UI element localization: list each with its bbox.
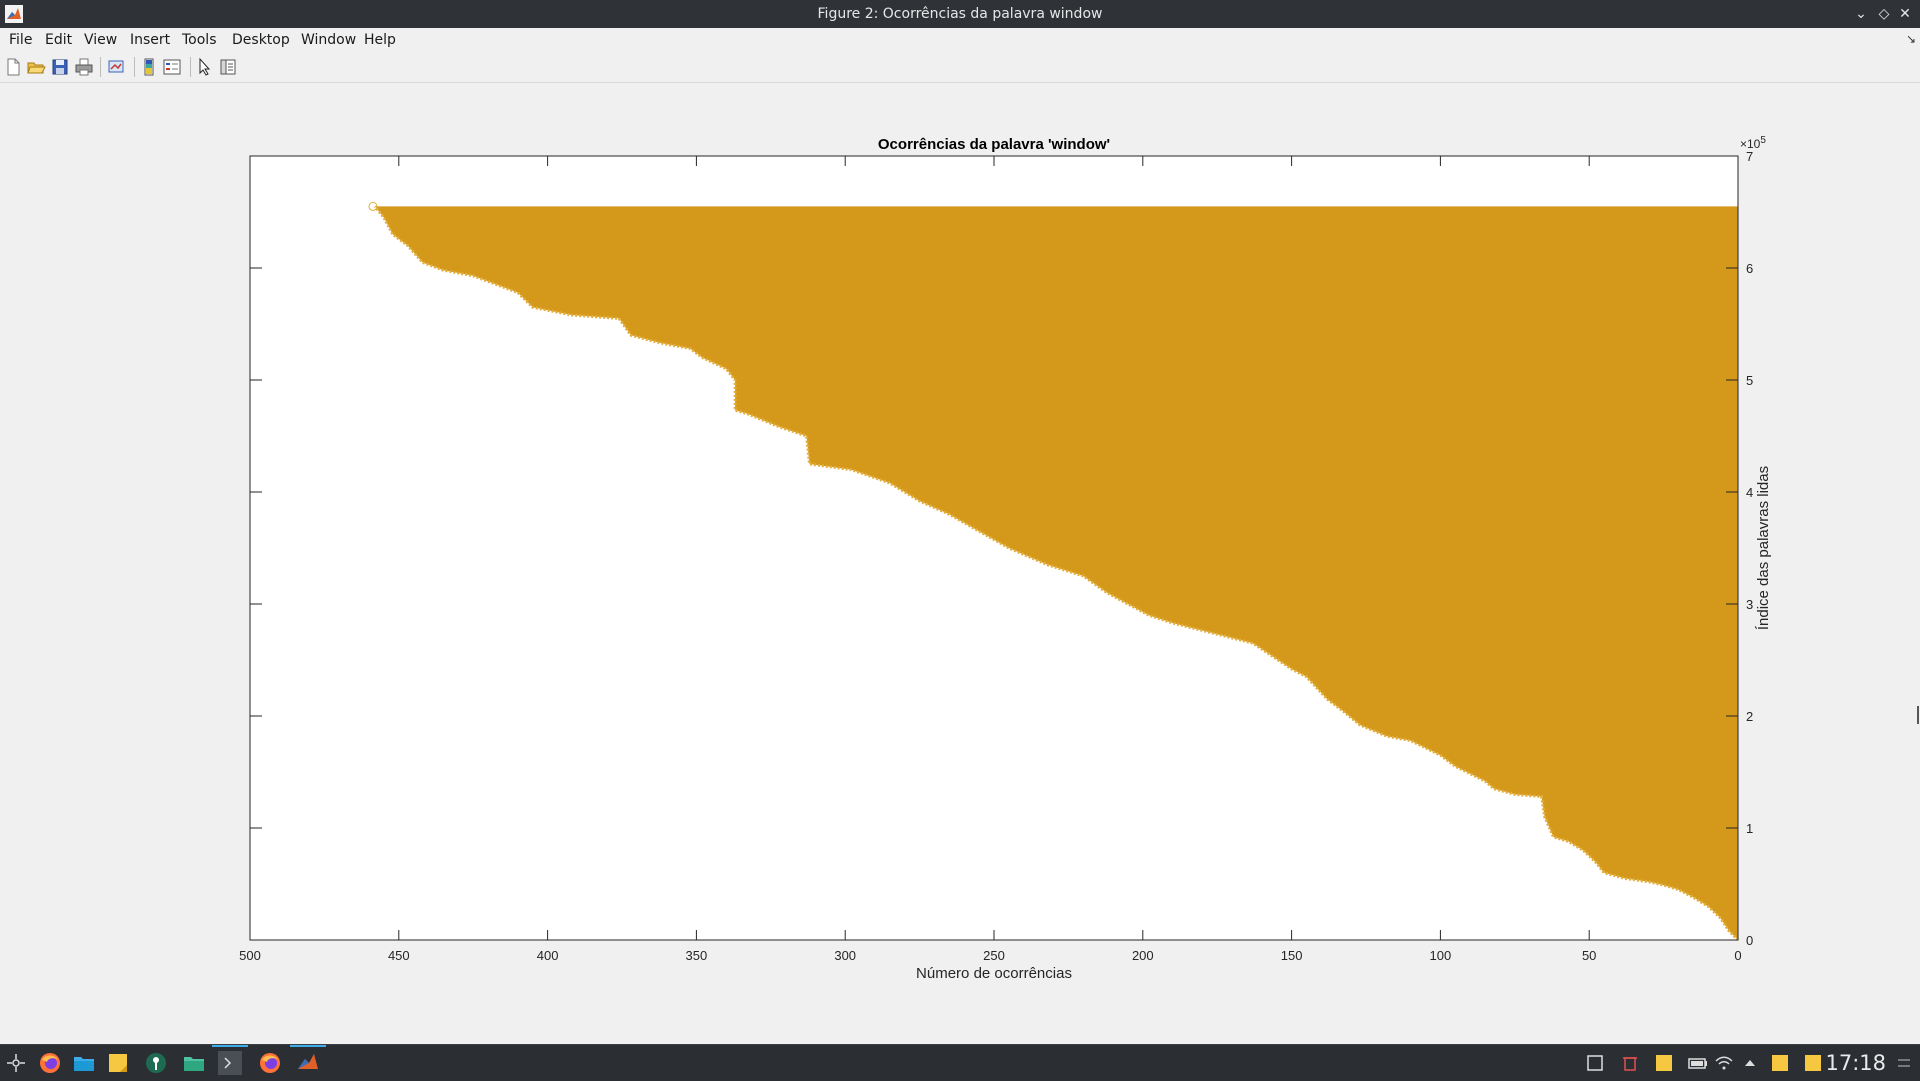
matlab-active-indicator [290,1045,326,1047]
menu-insert[interactable]: Insert [130,32,171,48]
y-tick-label: 5 [1746,373,1753,388]
figure-toolbar [0,52,1920,83]
window-title: Figure 2: Ocorrências da palavra window [817,6,1103,22]
title-bar: Figure 2: Ocorrências da palavra window … [0,0,1920,28]
x-tick-label: 0 [1734,948,1741,963]
x-tick-label: 200 [1132,948,1154,963]
dock-figure-icon[interactable]: ↘ [1905,32,1916,46]
edit-plot-cursor-icon[interactable] [195,57,215,77]
link-plot-icon[interactable] [106,57,126,77]
open-file-icon[interactable] [26,57,46,77]
menu-file[interactable]: File [9,32,33,48]
matlab-app-icon [5,5,23,23]
y-axis-exponent: ×105 [1740,135,1766,151]
clock[interactable]: 17:18 [1825,1051,1886,1075]
y-tick-label: 1 [1746,821,1753,836]
resize-cursor-icon [1917,706,1919,724]
menu-help[interactable]: Help [364,32,396,48]
files-icon[interactable] [182,1051,206,1075]
y-tick-label: 2 [1746,709,1753,724]
firefox-icon[interactable] [258,1051,282,1075]
x-axis-label: Número de ocorrências [916,965,1072,982]
matlab-icon[interactable] [296,1051,320,1075]
panel-settings-icon[interactable] [1894,1053,1914,1073]
figure-canvas: 500 450 400 350 300 250 200 150 100 50 0 0 1 2 3 4 5 6 7 O… [0,83,1920,1043]
menu-tools[interactable]: Tools [182,32,217,48]
y-axis-label: Índice das palavras lidas [1755,466,1772,630]
toolbar-separator [190,57,191,77]
x-tick-label: 50 [1582,948,1596,963]
menu-window[interactable]: Window [301,32,357,48]
notes-icon[interactable] [1654,1053,1674,1073]
x-tick-label: 500 [239,948,261,963]
y-tick-label: 3 [1746,597,1753,612]
y-exponent-power: 5 [1760,135,1766,146]
maximize-icon[interactable]: ◇ [1878,6,1890,22]
menu-desktop[interactable]: Desktop [232,32,290,48]
x-tick-label: 350 [686,948,708,963]
chart-title: Ocorrências da palavra 'window' [878,136,1110,153]
y-exponent-base: ×10 [1740,137,1761,151]
data-area-fill [374,206,1739,940]
save-icon[interactable] [50,57,70,77]
new-figure-icon[interactable] [3,57,23,77]
x-tick-label: 300 [834,948,856,963]
terminal-active-indicator [212,1045,248,1047]
notes-icon[interactable] [1803,1053,1823,1073]
x-tick-label: 400 [537,948,559,963]
app-launcher-icon[interactable] [4,1051,28,1075]
y-tick-label: 7 [1746,149,1753,164]
toolbar-separator [100,57,101,77]
property-inspector-icon[interactable] [218,57,238,77]
insert-colorbar-icon[interactable] [139,57,159,77]
sticky-notes-icon[interactable] [106,1051,130,1075]
file-manager-icon[interactable] [72,1051,96,1075]
insert-legend-icon[interactable] [162,57,182,77]
wifi-icon[interactable] [1714,1053,1734,1073]
terminal-icon[interactable] [218,1051,242,1075]
battery-icon [1688,1058,1707,1069]
menu-edit[interactable]: Edit [45,32,73,48]
menu-view[interactable]: View [84,32,118,48]
x-tick-label: 100 [1430,948,1452,963]
keepassxc-icon[interactable] [144,1051,168,1075]
trash-icon[interactable] [1620,1053,1640,1073]
toolbar-separator [134,57,135,77]
y-tick-label: 6 [1746,261,1753,276]
data-marker [368,201,378,211]
taskbar: 17:18 [0,1044,1920,1081]
x-tick-label: 150 [1281,948,1303,963]
axes-box [249,155,1739,941]
close-icon[interactable]: ✕ [1899,6,1911,22]
y-tick-label: 4 [1746,485,1753,500]
x-tick-label: 450 [388,948,410,963]
firefox-icon[interactable] [38,1051,62,1075]
print-icon[interactable] [74,57,94,77]
notes-icon[interactable] [1770,1053,1790,1073]
minimize-icon[interactable]: ⌄ [1855,6,1867,22]
show-desktop-icon[interactable] [1585,1053,1605,1073]
tray-expand-icon[interactable] [1740,1053,1760,1073]
x-tick-label: 250 [983,948,1005,963]
menu-bar: File Edit View Insert Tools Desktop Wind… [0,28,1920,52]
y-tick-label: 0 [1746,933,1753,948]
